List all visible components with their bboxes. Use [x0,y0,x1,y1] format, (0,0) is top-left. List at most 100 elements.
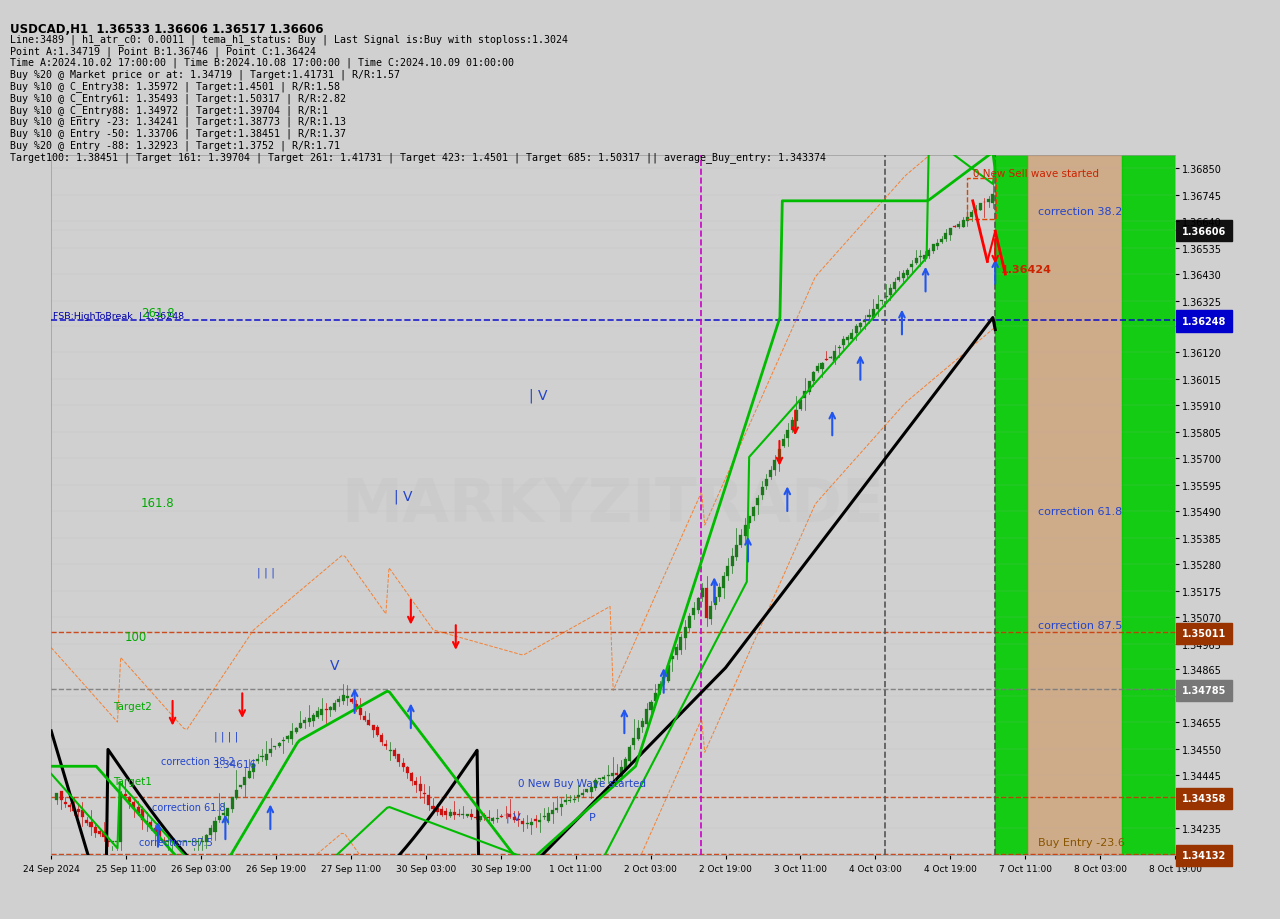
Bar [863,321,867,323]
Bar [590,787,593,792]
Bar [769,471,772,478]
Bar [157,828,161,838]
Bar [346,697,349,698]
Bar [795,411,797,422]
Bar [320,709,324,715]
Bar [897,278,900,281]
Bar [970,213,973,218]
Text: correction 61.8: correction 61.8 [152,801,225,811]
Bar [444,811,447,815]
Bar [782,439,785,447]
Bar [765,480,768,487]
Bar [221,813,225,815]
Bar [961,221,965,227]
Bar [1027,156,1123,855]
Bar [415,781,417,786]
Bar [735,545,739,557]
Bar [389,750,392,752]
Bar [760,487,764,495]
Bar [987,200,991,202]
Text: Buy %10 @ C_Entry88: 1.34972 | Target:1.39704 | R/R:1: Buy %10 @ C_Entry88: 1.34972 | Target:1.… [10,105,328,116]
Text: | V: | V [507,811,521,823]
Bar [833,351,836,362]
Bar [662,676,666,684]
Bar [137,808,140,813]
Bar [684,627,686,638]
Bar [936,244,940,246]
Text: Line:3489 | h1_atr_c0: 0.0011 | tema_h1_status: Buy | Last Signal is:Buy with st: Line:3489 | h1_atr_c0: 0.0011 | tema_h1_… [10,34,568,45]
Bar [559,804,563,807]
Bar [812,372,815,381]
Bar [269,749,273,753]
Bar [581,793,584,796]
Bar [654,694,657,701]
Bar [641,721,644,727]
Bar [239,785,242,788]
Bar [60,791,63,800]
Bar [859,323,861,328]
Bar [422,793,426,794]
Bar [119,793,123,842]
Text: | | |: | | | [257,567,275,577]
Bar [914,259,918,264]
Text: FSB:HighToBreak  | 1.36248: FSB:HighToBreak | 1.36248 [54,312,184,321]
Bar [722,576,726,588]
Bar [649,703,653,710]
Bar [371,726,375,731]
Bar [611,774,614,777]
Text: Buy %10 @ C_Entry38: 1.35972 | Target:1.4501 | R/R:1.58: Buy %10 @ C_Entry38: 1.35972 | Target:1.… [10,82,340,92]
Bar [521,821,525,823]
Bar [419,784,421,791]
Text: | V: | V [529,389,548,403]
Bar [90,823,92,827]
Bar [714,597,717,606]
Text: V: V [330,659,339,673]
Bar [966,218,969,221]
Bar [628,747,631,761]
Bar [636,728,640,739]
Bar [99,831,101,834]
Bar [102,832,105,837]
Bar [868,315,870,318]
Bar [744,526,746,536]
Bar [64,802,67,804]
Bar [957,225,960,228]
Bar [620,766,622,777]
Bar [287,736,289,739]
Bar [872,310,874,318]
Bar [81,811,84,818]
Bar [431,807,434,810]
Bar [342,695,344,701]
Bar [974,210,978,213]
Bar [163,840,165,842]
Bar [607,775,609,777]
Text: Point A:1.34719 | Point B:1.36746 | Point C:1.36424: Point A:1.34719 | Point B:1.36746 | Poin… [10,46,316,57]
Bar [124,794,127,796]
Bar [705,588,708,618]
Bar [910,265,913,267]
Bar [234,790,238,798]
Bar [799,400,803,410]
Bar [303,720,306,723]
Bar [791,420,794,431]
Bar [77,809,79,812]
Bar [145,821,148,823]
Bar [312,715,315,720]
Text: correction 87.5: correction 87.5 [1038,620,1123,630]
Bar [73,805,76,811]
Bar [753,507,755,516]
Bar [948,229,952,236]
Bar [513,817,516,820]
Bar [402,763,404,767]
Bar [291,732,293,739]
Bar [154,828,156,833]
Text: 1.36424: 1.36424 [1001,265,1052,274]
Text: USDCAD,H1  1.36533 1.36606 1.36517 1.36606: USDCAD,H1 1.36533 1.36606 1.36517 1.3660… [10,22,324,36]
Bar [552,810,554,814]
Text: Buy %20 @ Market price or at: 1.34719 | Target:1.41731 | R/R:1.57: Buy %20 @ Market price or at: 1.34719 | … [10,70,401,80]
Bar [243,777,247,785]
Text: 261.8: 261.8 [141,307,175,320]
Bar [804,391,806,399]
Bar [692,608,695,616]
Bar [855,326,858,334]
